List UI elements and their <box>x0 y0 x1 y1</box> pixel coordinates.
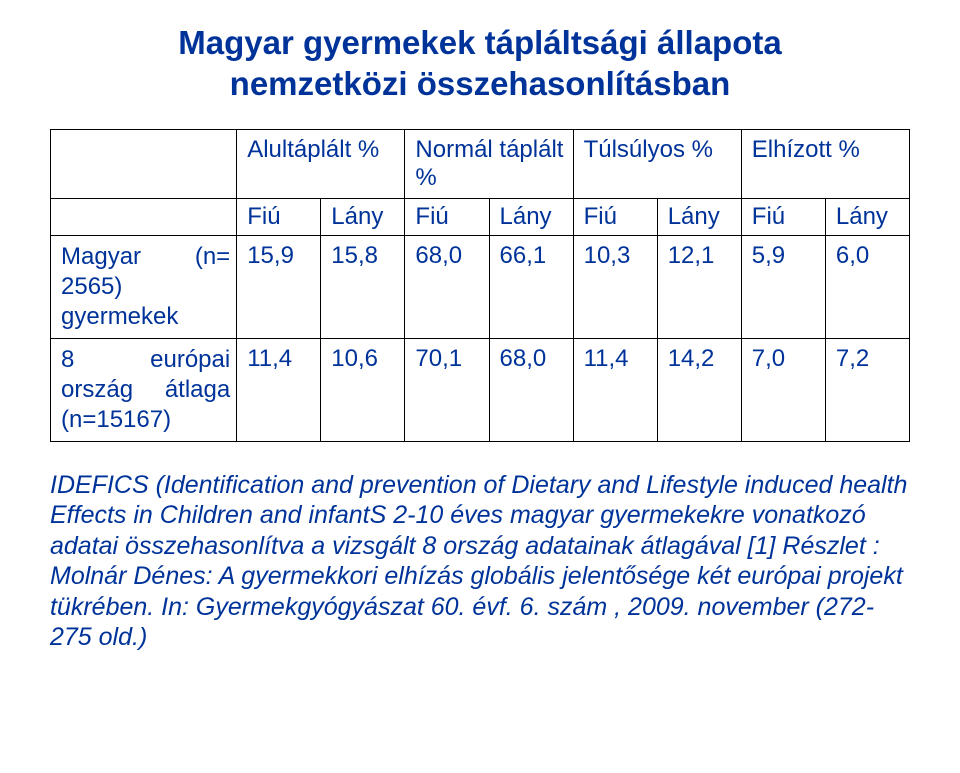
table-cell: 70,1 <box>405 338 489 441</box>
table-cell: 11,4 <box>573 338 657 441</box>
table-cell-empty <box>51 198 237 235</box>
table-header-row: Alultáplált % Normál táplált % Túlsúlyos… <box>51 129 910 198</box>
table-header: Túlsúlyos % <box>573 129 741 198</box>
table-subheader-row: Fiú Lány Fiú Lány Fiú Lány Fiú Lány <box>51 198 910 235</box>
caption-text: IDEFICS (Identification and prevention o… <box>50 470 910 653</box>
table-cell: 10,3 <box>573 235 657 338</box>
table-header: Elhízott % <box>741 129 909 198</box>
table-subheader: Fiú <box>741 198 825 235</box>
table-corner-cell <box>51 129 237 198</box>
table-cell: 11,4 <box>237 338 321 441</box>
table-row: 8 európai ország átlaga (n=15167) 11,4 1… <box>51 338 910 441</box>
table-subheader: Fiú <box>237 198 321 235</box>
table-subheader: Lány <box>321 198 405 235</box>
table-cell: 68,0 <box>489 338 573 441</box>
title-line-2: nemzetközi összehasonlításban <box>230 65 731 102</box>
table-cell: 68,0 <box>405 235 489 338</box>
table-header: Alultáplált % <box>237 129 405 198</box>
table-header: Normál táplált % <box>405 129 573 198</box>
table-row-label: Magyar (n= 2565) gyermekek <box>51 235 237 338</box>
page-title: Magyar gyermekek tápláltsági állapota ne… <box>50 22 910 105</box>
table-cell: 15,9 <box>237 235 321 338</box>
table-cell: 12,1 <box>657 235 741 338</box>
table-cell: 10,6 <box>321 338 405 441</box>
title-line-1: Magyar gyermekek tápláltsági állapota <box>178 24 781 61</box>
table-cell: 7,2 <box>825 338 909 441</box>
table-cell: 14,2 <box>657 338 741 441</box>
table-cell: 15,8 <box>321 235 405 338</box>
table-subheader: Fiú <box>405 198 489 235</box>
table-subheader: Fiú <box>573 198 657 235</box>
table-cell: 6,0 <box>825 235 909 338</box>
table-row: Magyar (n= 2565) gyermekek 15,9 15,8 68,… <box>51 235 910 338</box>
table-subheader: Lány <box>825 198 909 235</box>
page: Magyar gyermekek tápláltsági állapota ne… <box>0 0 960 673</box>
table-subheader: Lány <box>489 198 573 235</box>
table-cell: 7,0 <box>741 338 825 441</box>
table-row-label: 8 európai ország átlaga (n=15167) <box>51 338 237 441</box>
table-cell: 5,9 <box>741 235 825 338</box>
data-table: Alultáplált % Normál táplált % Túlsúlyos… <box>50 129 910 442</box>
table-cell: 66,1 <box>489 235 573 338</box>
table-subheader: Lány <box>657 198 741 235</box>
